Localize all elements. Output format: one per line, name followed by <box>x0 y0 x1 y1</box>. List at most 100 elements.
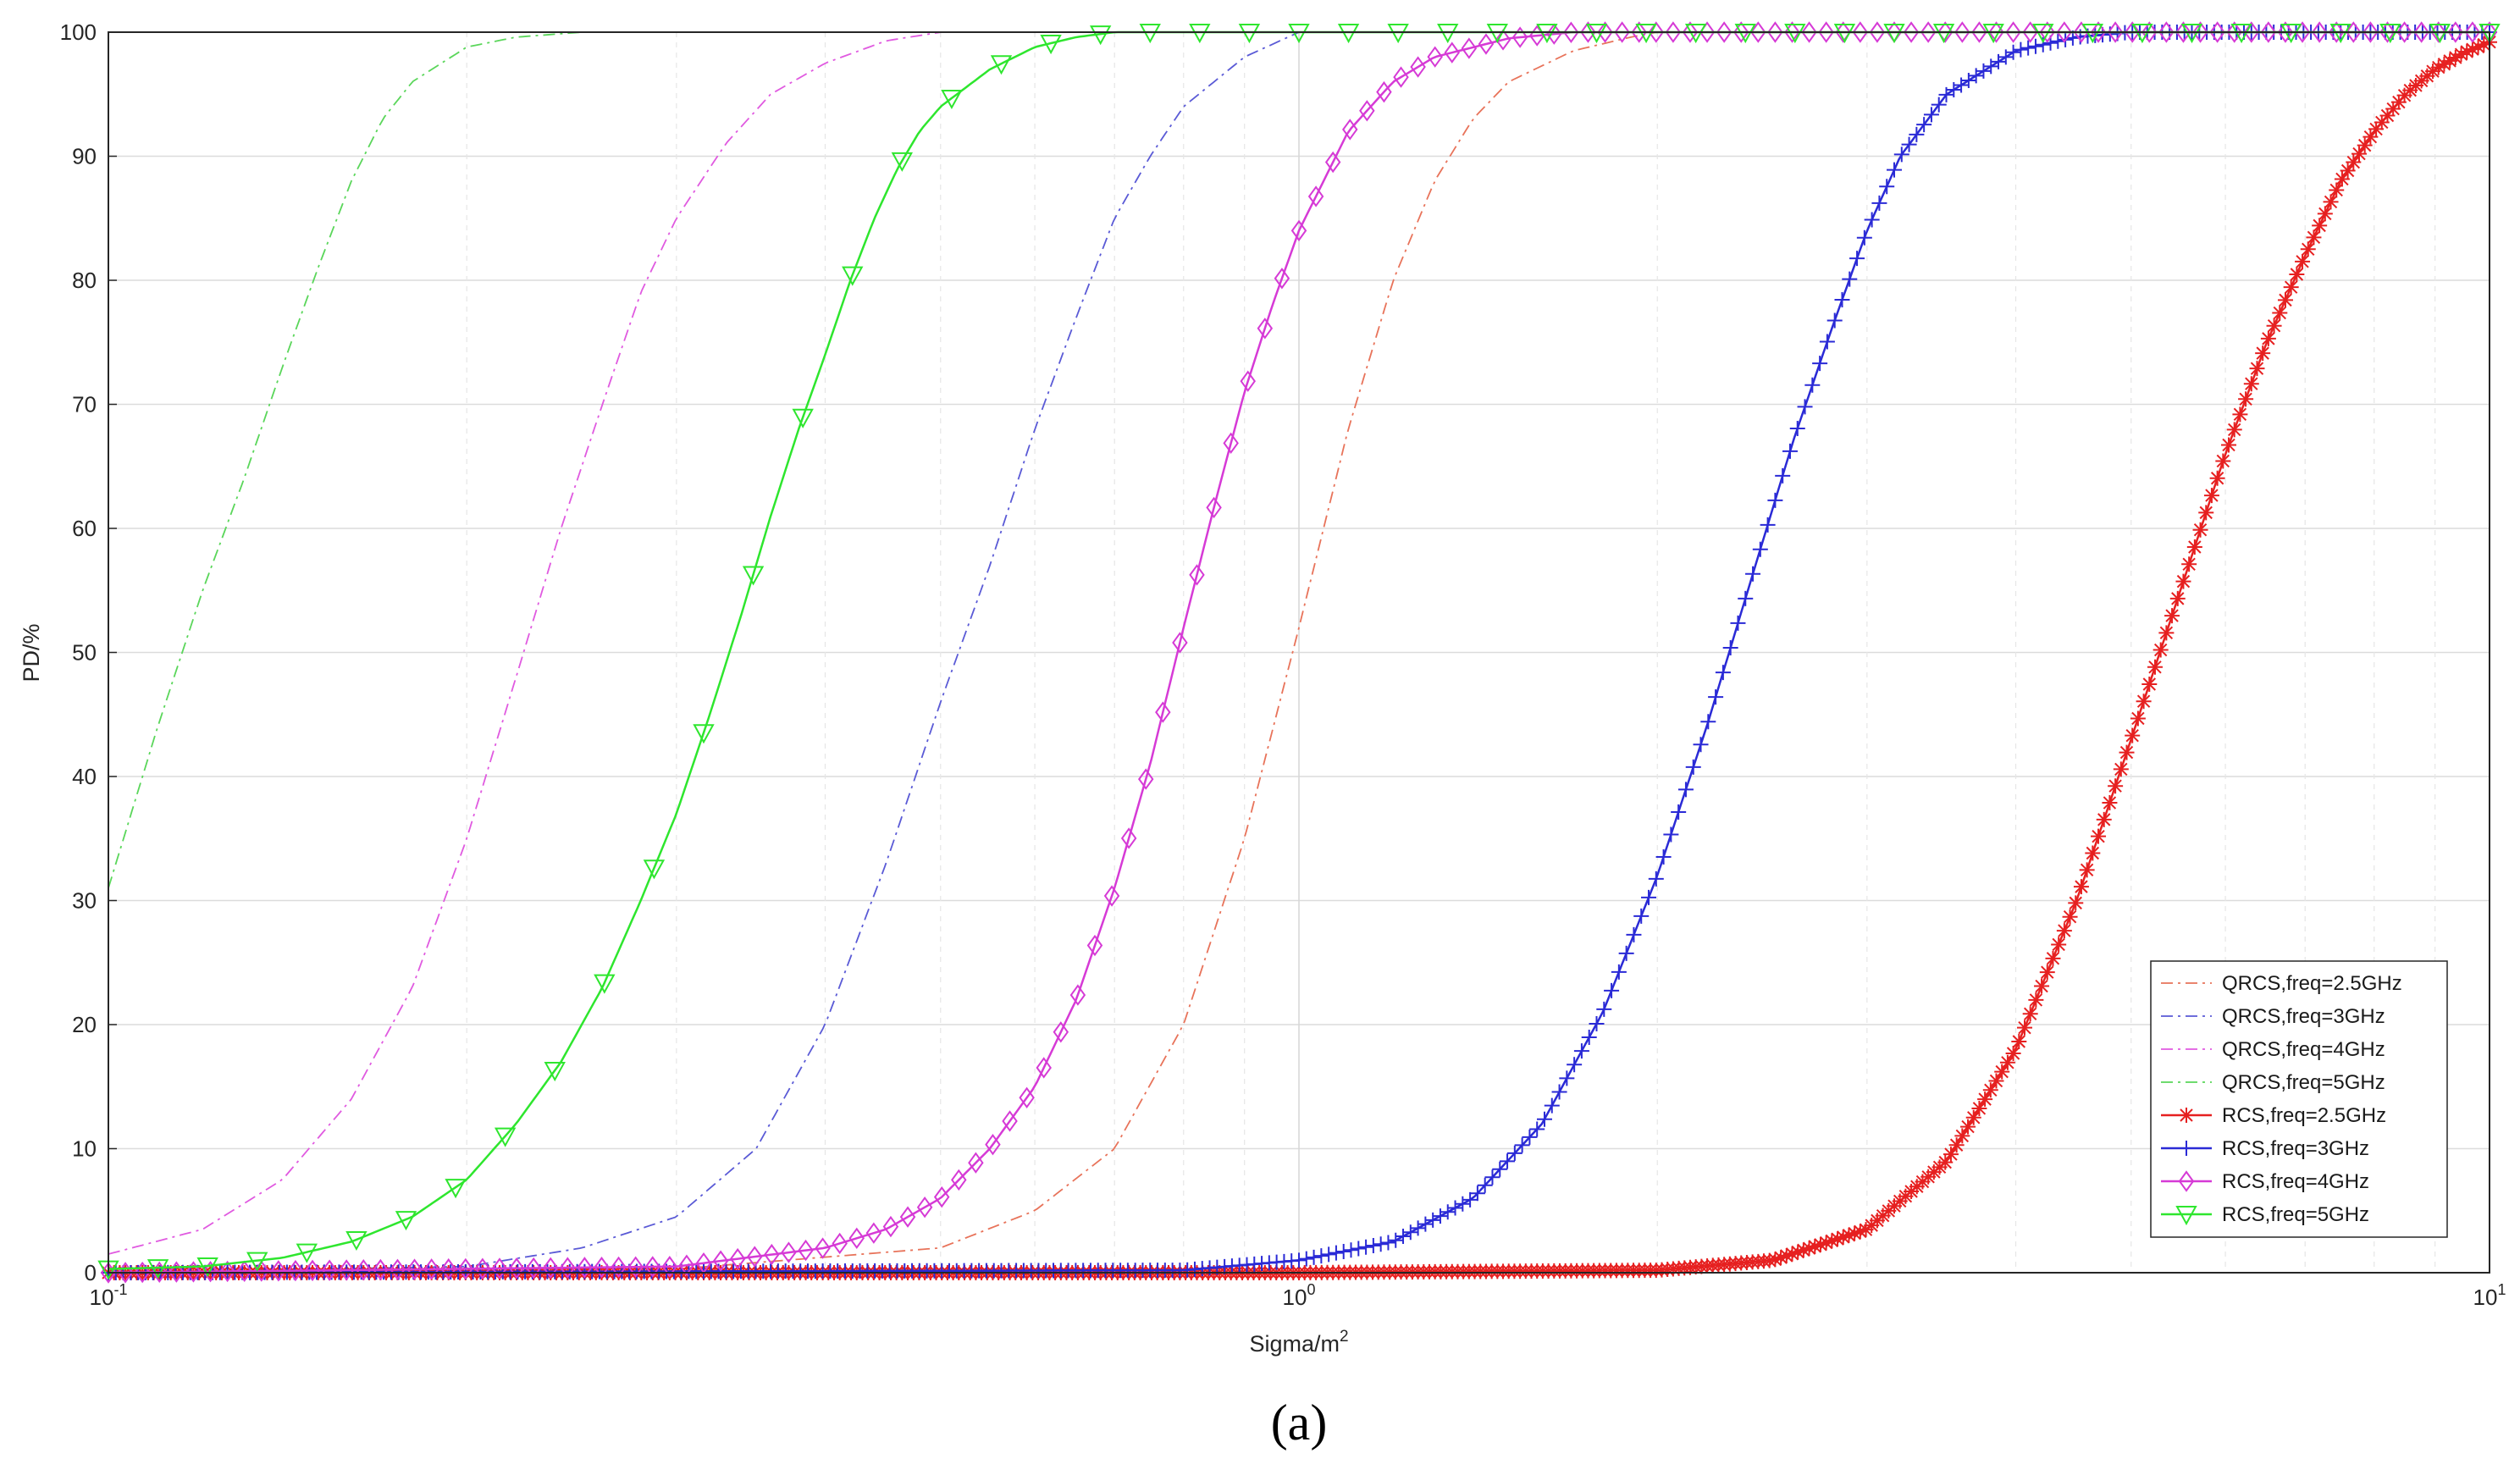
legend-label-5: RCS,freq=3GHz <box>2222 1137 2369 1160</box>
series-5-marker-183 <box>1462 1191 1478 1208</box>
series-7-marker-16 <box>891 152 914 172</box>
series-4-marker-375 <box>2226 422 2242 438</box>
series-5-marker-245 <box>1923 107 1939 123</box>
series-4-marker-397 <box>2351 146 2368 162</box>
series-4-marker-396 <box>2346 154 2362 170</box>
series-6-marker-68 <box>1257 318 1274 340</box>
series-7-marker-11 <box>643 859 666 880</box>
series-5-marker-221 <box>1745 566 1761 582</box>
x-tick-labels: 10-1 100 101 <box>90 1281 2506 1310</box>
series-5-marker-219 <box>1730 615 1746 631</box>
series-5-marker-199 <box>1581 1030 1597 1046</box>
series-4-marker-350 <box>2085 845 2101 861</box>
series-4-marker-359 <box>2136 694 2152 710</box>
series-5-marker-203 <box>1611 964 1627 980</box>
series-6-marker-46 <box>882 1215 899 1238</box>
series-6-marker-103 <box>1852 21 1869 43</box>
series-6-marker-50 <box>951 1169 967 1191</box>
figure-caption: (a) <box>1271 1395 1328 1451</box>
series-4-marker-294 <box>1767 1252 1783 1268</box>
series-6-marker-112 <box>2005 21 2021 43</box>
series-5-marker-204 <box>1618 945 1634 961</box>
series-6-marker-78 <box>1427 46 1443 68</box>
series-4-marker-398 <box>2357 137 2373 153</box>
series-4-marker-335 <box>1999 1054 2015 1070</box>
series-5-marker-213 <box>1685 759 1701 775</box>
series-6-marker-93 <box>1682 21 1699 43</box>
series-5-marker-170 <box>1365 1238 1381 1253</box>
series-5-marker-168 <box>1351 1241 1367 1257</box>
series-6-marker-25 <box>525 1257 542 1279</box>
series-5-marker-186 <box>1484 1169 1500 1185</box>
legend-label-2: QRCS,freq=4GHz <box>2222 1038 2385 1061</box>
series-4-marker-328 <box>1960 1119 1976 1135</box>
series-5-marker-215 <box>1700 714 1716 730</box>
series-5-marker-172 <box>1380 1235 1396 1251</box>
series-5-marker-173 <box>1388 1232 1404 1248</box>
series-6-marker-48 <box>916 1196 933 1219</box>
series-5-marker-229 <box>1804 377 1821 393</box>
legend-entry-5: RCS,freq=3GHz <box>2161 1137 2369 1160</box>
series-4-marker-417 <box>2464 41 2480 58</box>
series-5-marker-216 <box>1708 689 1724 705</box>
series-5-marker-238 <box>1871 195 1887 211</box>
series-4-marker-349 <box>2079 862 2095 878</box>
series-5-marker-258 <box>2020 40 2036 56</box>
series-4-marker-404 <box>2390 94 2407 110</box>
series-4-marker-308 <box>1847 1225 1863 1241</box>
series-6-marker-15 <box>356 1259 372 1281</box>
series-4-marker-306 <box>1835 1229 1851 1245</box>
series-6-marker-125 <box>2226 21 2242 43</box>
series-6-marker-74 <box>1359 100 1375 122</box>
series-4-marker-346 <box>2062 909 2078 925</box>
series-6-marker-36 <box>712 1250 729 1272</box>
series-5-marker-182 <box>1455 1196 1471 1212</box>
series-5-marker-206 <box>1633 908 1650 924</box>
series-4-marker-342 <box>2039 964 2055 981</box>
x-tick-label-2: 101 <box>2473 1281 2506 1310</box>
series-5-marker-233 <box>1834 292 1850 308</box>
series-6-marker-44 <box>848 1227 865 1250</box>
series-4-marker-360 <box>2141 677 2158 693</box>
series-6-marker-97 <box>1750 21 1766 43</box>
series-5-marker-225 <box>1775 467 1791 484</box>
series-6-marker-53 <box>1002 1110 1018 1132</box>
series-6-marker-70 <box>1290 219 1307 242</box>
series-5-marker-214 <box>1693 737 1709 753</box>
series-5-marker-242 <box>1901 136 1917 152</box>
series-4-marker-302 <box>1812 1236 1828 1252</box>
series-4-marker-325 <box>1942 1147 1959 1163</box>
series-6-marker-139 <box>2464 21 2481 43</box>
series-6-marker-38 <box>747 1246 763 1268</box>
series-6-marker-124 <box>2209 21 2225 43</box>
series-6-marker-23 <box>491 1257 508 1279</box>
series-6-marker-63 <box>1172 632 1188 654</box>
grid-layer <box>108 31 2490 1274</box>
series-4-marker-378 <box>2243 376 2259 392</box>
y-tick-label-4: 40 <box>72 764 97 789</box>
series-6-marker-26 <box>542 1257 559 1279</box>
series-5-marker-189 <box>1506 1145 1522 1161</box>
series-4-marker-329 <box>1965 1109 1981 1125</box>
series-4-marker-301 <box>1807 1238 1823 1254</box>
series-4-marker-299 <box>1795 1242 1811 1258</box>
series-4-marker-399 <box>2362 129 2379 145</box>
series-6-marker-17 <box>390 1258 406 1280</box>
series-5-marker-244 <box>1916 117 1932 133</box>
series-4-marker-353 <box>2102 795 2118 811</box>
series-6-marker-100 <box>1801 21 1817 43</box>
series-5-marker-217 <box>1715 665 1731 681</box>
series-6-marker-81 <box>1478 33 1495 55</box>
series-6-marker-77 <box>1410 56 1426 78</box>
series-4-marker-416 <box>2459 43 2475 59</box>
legend-entry-3: QRCS,freq=5GHz <box>2161 1071 2385 1094</box>
series-4-marker-337 <box>2011 1034 2027 1050</box>
series-6-marker-54 <box>1019 1086 1035 1108</box>
series-7-marker-1 <box>146 1259 169 1279</box>
series-5-marker-239 <box>1879 179 1895 195</box>
series-7-marker-14 <box>792 408 814 428</box>
x-tick-base: 10 <box>90 1285 114 1310</box>
series-4-marker-309 <box>1852 1224 1868 1240</box>
series-6-marker-79 <box>1444 41 1461 64</box>
